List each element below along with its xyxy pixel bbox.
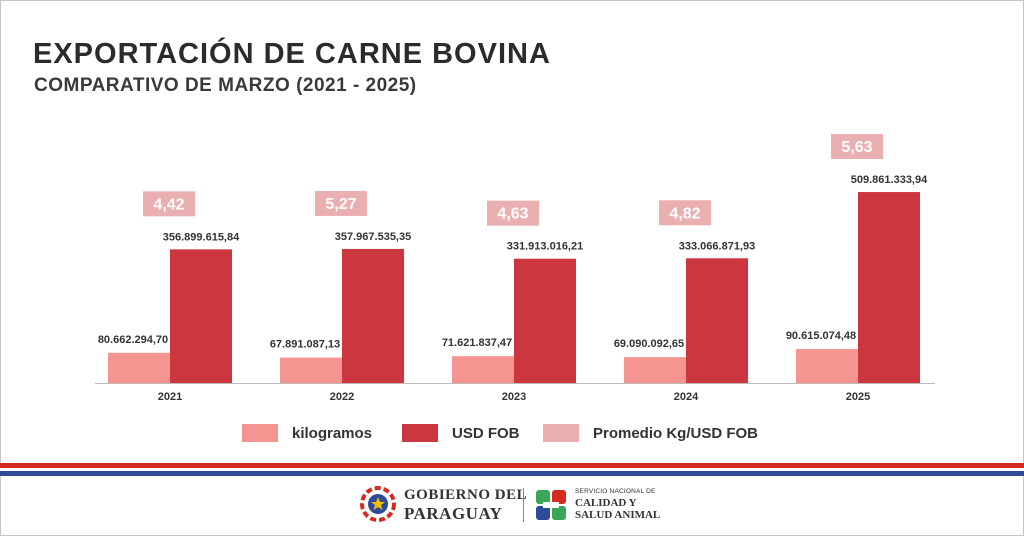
legend-swatch-promedio bbox=[543, 424, 579, 442]
bar-kilogramos-2022 bbox=[280, 357, 342, 383]
label-kilogramos-2021: 80.662.294,70 bbox=[98, 334, 168, 346]
flag-stripe-blue bbox=[0, 471, 1024, 476]
gobierno-line2: PARAGUAY bbox=[404, 504, 503, 523]
flag-stripe-white bbox=[0, 468, 1024, 471]
bar-kilogramos-2021 bbox=[108, 352, 170, 383]
bar-kilogramos-2025 bbox=[796, 349, 858, 383]
promedio-box-2025 bbox=[831, 134, 883, 160]
promedio-value-2022: 5,27 bbox=[325, 196, 356, 213]
senacsa-logo-icon bbox=[536, 490, 566, 520]
senacsa-small-text: SERVICIO NACIONAL DE bbox=[575, 488, 656, 495]
label-kilogramos-2023: 71.621.837,47 bbox=[442, 337, 512, 349]
promedio-box-2023 bbox=[487, 200, 539, 226]
paraguay-emblem-icon bbox=[360, 486, 396, 522]
promedio-value-2025: 5,63 bbox=[841, 139, 872, 156]
gobierno-line1: GOBIERNO DEL bbox=[404, 487, 528, 503]
x-tick-2022: 2022 bbox=[330, 391, 354, 403]
legend-item-usd-fob: USD FOB bbox=[402, 422, 520, 444]
promedio-box-2022 bbox=[315, 190, 367, 216]
x-tick-2023: 2023 bbox=[502, 391, 526, 403]
promedio-box-2024 bbox=[659, 200, 711, 226]
legend-item-kilogramos: kilogramos bbox=[242, 422, 372, 444]
bar-usd-fob-2025 bbox=[858, 192, 920, 383]
legend-label-kilogramos: kilogramos bbox=[292, 424, 373, 442]
senacsa-line1: CALIDAD Y bbox=[575, 497, 637, 509]
label-kilogramos-2025: 90.615.074,48 bbox=[786, 330, 856, 342]
x-tick-2024: 2024 bbox=[674, 391, 699, 403]
promedio-value-2021: 4,42 bbox=[153, 196, 184, 213]
flag-stripe-red bbox=[0, 463, 1024, 468]
chart-subtitle: COMPARATIVO DE MARZO (2021 - 2025) bbox=[34, 75, 417, 96]
senacsa-line2: SALUD ANIMAL bbox=[575, 509, 661, 521]
legend-label-usd-fob: USD FOB bbox=[452, 424, 520, 442]
label-kilogramos-2024: 69.090.092,65 bbox=[614, 338, 684, 350]
bar-kilogramos-2023 bbox=[452, 356, 514, 383]
legend-swatch-kilogramos bbox=[242, 424, 278, 442]
chart-title: EXPORTACIÓN DE CARNE BOVINA bbox=[33, 38, 551, 70]
bar-usd-fob-2021 bbox=[170, 249, 232, 383]
bar-chart: 80.662.294,70 356.899.615,84 4,42 2021 67.89… bbox=[95, 134, 935, 403]
label-usd-fob-2022: 357.967.535,35 bbox=[335, 231, 411, 243]
bar-kilogramos-2024 bbox=[624, 357, 686, 383]
legend-item-promedio: Promedio Kg/USD FOB bbox=[543, 422, 758, 444]
x-tick-2021: 2021 bbox=[158, 391, 182, 403]
label-usd-fob-2024: 333.066.871,93 bbox=[679, 240, 755, 252]
bar-usd-fob-2023 bbox=[514, 258, 576, 383]
promedio-value-2024: 4,82 bbox=[669, 205, 700, 222]
label-usd-fob-2021: 356.899.615,84 bbox=[163, 231, 240, 243]
label-usd-fob-2023: 331.913.016,21 bbox=[507, 241, 583, 253]
promedio-value-2023: 4,63 bbox=[497, 206, 528, 223]
legend-label-promedio: Promedio Kg/USD FOB bbox=[593, 424, 759, 442]
bar-usd-fob-2024 bbox=[686, 258, 748, 383]
x-tick-2025: 2025 bbox=[846, 391, 870, 403]
label-kilogramos-2022: 67.891.087,13 bbox=[270, 339, 340, 351]
footer-logos: GOBIERNO DEL PARAGUAY SERVICIO NACIONAL … bbox=[0, 484, 1024, 528]
label-usd-fob-2025: 509.861.333,94 bbox=[851, 174, 928, 186]
logo-divider bbox=[523, 488, 524, 522]
bar-usd-fob-2022 bbox=[342, 248, 404, 383]
chart-legend: kilogramos USD FOB Promedio Kg/USD FOB bbox=[0, 422, 1024, 446]
legend-swatch-usd-fob bbox=[402, 424, 438, 442]
promedio-box-2021 bbox=[143, 191, 195, 217]
